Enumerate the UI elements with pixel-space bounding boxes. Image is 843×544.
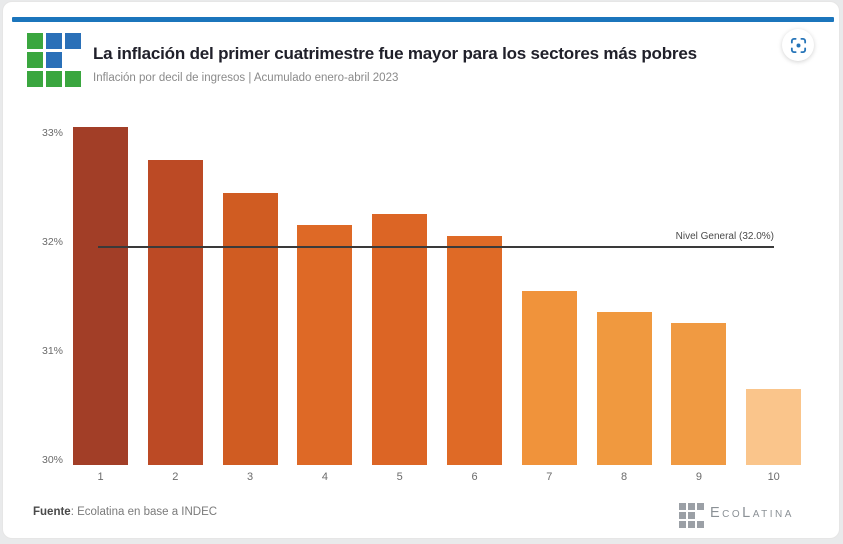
x-axis-tick-label: 6 [471,471,478,483]
chart-subtitle: Inflación por decil de ingresos | Acumul… [93,72,399,84]
logo-square [46,71,62,87]
x-axis-tick-label: 10 [767,471,780,483]
bar-decile-8[interactable] [596,312,652,465]
snapshot-button[interactable] [782,29,814,61]
x-axis-tick-label: 7 [546,471,553,483]
source-note: Fuente: Ecolatina en base a INDEC [33,506,217,518]
x-axis-tick-label: 8 [621,471,628,483]
x-axis-tick-label: 4 [321,471,328,483]
y-axis-tick-label: 33% [41,127,63,139]
logo-square [27,71,43,87]
logo-square [688,503,695,510]
logo-square [27,52,43,68]
x-axis-tick-label: 2 [172,471,179,483]
bar-decile-6[interactable] [447,236,502,465]
logo-square [65,71,81,87]
x-axis-tick-label: 9 [695,471,702,483]
top-accent-bar [12,17,834,22]
logo-square [679,512,686,519]
source-text: : Ecolatina en base a INDEC [70,506,218,518]
chart-title: La inflación del primer cuatrimestre fue… [93,44,697,63]
reference-line [98,246,774,248]
logo-gap [697,512,704,519]
ecolatina-watermark-logo [679,503,704,528]
bar-decile-1[interactable] [73,127,128,465]
bar-decile-5[interactable] [372,214,428,465]
bar-decile-4[interactable] [297,225,353,465]
logo-square [688,521,695,528]
bar-decile-7[interactable] [521,290,577,465]
logo-square [697,503,704,510]
bar-chart: 33% 32% 31% 30% 1 2 3 4 5 6 7 8 9 10 Nivel General (32… [3,2,839,538]
y-axis-tick-label: 31% [41,345,63,357]
bar-decile-9[interactable] [671,323,727,465]
x-axis-tick-label: 3 [247,471,254,483]
focus-icon [790,37,806,53]
ecolatina-logo [27,33,81,87]
logo-square [46,52,62,68]
reference-line-label: Nivel General (32.0%) [675,231,774,242]
logo-square [679,521,686,528]
bar-decile-2[interactable] [147,159,203,465]
bar-decile-3[interactable] [222,192,278,465]
y-axis-tick-label: 30% [41,454,63,466]
logo-square [679,503,686,510]
source-label: Fuente [33,506,71,518]
logo-square [688,512,695,519]
bar-decile-10[interactable] [746,388,802,465]
x-axis-tick-label: 1 [97,471,104,483]
ecolatina-wordmark: EcoLatina [710,505,794,521]
logo-square [65,33,81,49]
logo-square [46,33,62,49]
logo-square [697,521,704,528]
logo-square [27,33,43,49]
x-axis-tick-label: 5 [396,471,403,483]
y-axis-tick-label: 32% [41,236,63,248]
